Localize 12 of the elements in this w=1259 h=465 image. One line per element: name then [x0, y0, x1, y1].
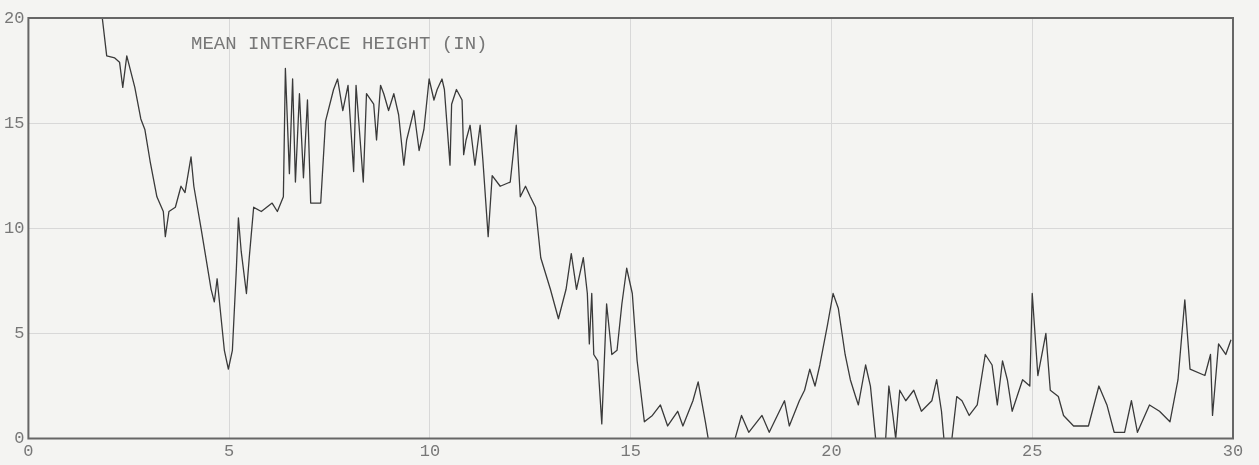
- x-tick-label: 25: [1022, 442, 1043, 462]
- x-tick-label: 5: [224, 442, 235, 462]
- x-tick-label: 30: [1222, 442, 1244, 462]
- x-tick-label: 10: [419, 442, 441, 462]
- y-tick-label: 10: [4, 218, 25, 238]
- text: MEAN INTERFACE HEIGHT (IN): [191, 32, 488, 55]
- y-tick-label: 20: [4, 8, 25, 28]
- y-tick-label: 0: [14, 429, 25, 449]
- y-tick-label: 15: [4, 113, 25, 133]
- x-tick-label: 20: [821, 442, 842, 462]
- x-tick-label: 15: [620, 442, 641, 462]
- y-tick-label: 5: [14, 323, 25, 343]
